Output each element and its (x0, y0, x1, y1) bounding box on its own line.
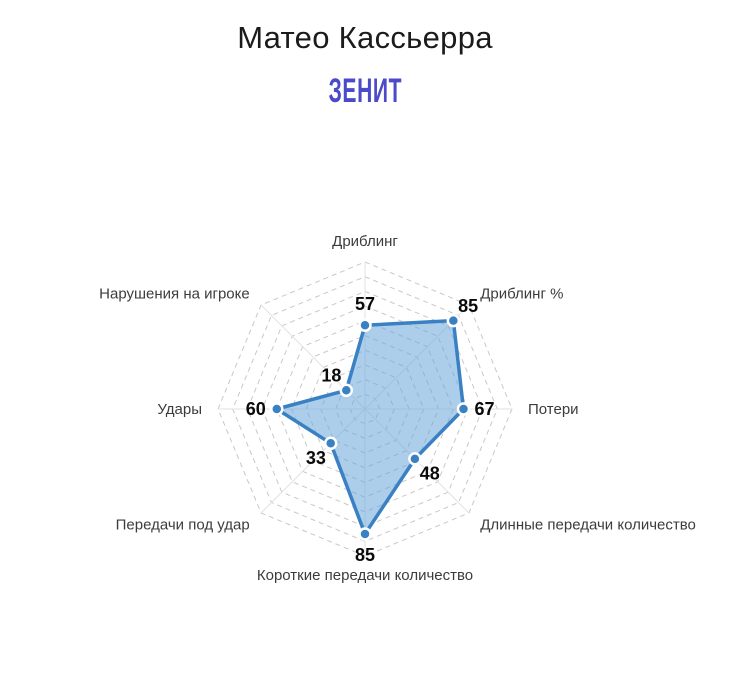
player-name-title: Матео Кассьерра (237, 20, 493, 55)
radar-data-point (446, 313, 461, 328)
radar-value-label: 57 (355, 294, 375, 314)
radar-category-label: Короткие передачи количество (257, 567, 473, 584)
radar-data-point (358, 527, 372, 541)
team-name-subtitle: Зенит (0, 72, 730, 111)
radar-category-label: Потери (528, 401, 579, 418)
radar-value-label: 67 (474, 399, 494, 419)
radar-value-label: 60 (246, 399, 266, 419)
radar-data-point (456, 402, 471, 416)
radar-data-point (339, 383, 354, 398)
radar-data-point (270, 402, 284, 416)
radar-category-label: Дриблинг (332, 233, 398, 250)
radar-value-label: 85 (458, 296, 478, 316)
radar-data-point (323, 436, 338, 451)
radar-category-label: Длинные передачи количество (480, 516, 696, 533)
team-name-text: Зенит (328, 72, 402, 110)
radar-category-label: Дриблинг % (480, 286, 563, 303)
radar-category-label: Нарушения на игроке (99, 286, 250, 303)
radar-value-label: 48 (420, 464, 440, 484)
radar-value-label: 85 (355, 545, 375, 565)
radar-category-label: Удары (157, 401, 202, 418)
radar-data-point (358, 318, 372, 332)
radar-value-label: 33 (306, 448, 326, 468)
radar-data-point (408, 452, 422, 466)
radar-value-label: 18 (321, 365, 341, 385)
radar-category-label: Передачи под удар (116, 516, 250, 533)
